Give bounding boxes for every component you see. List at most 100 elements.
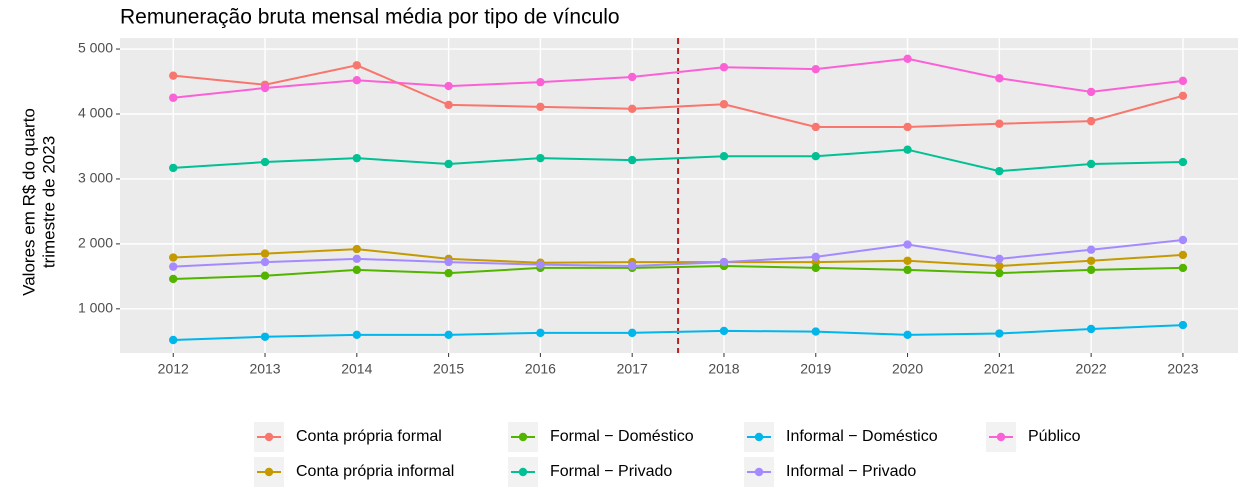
data-point [1086,159,1096,169]
legend-label: Conta própria informal [296,463,454,480]
data-point [811,122,820,132]
legend-point [264,432,274,442]
legend-point [996,432,1006,442]
x-tick-label: 2012 [158,361,189,377]
y-tick-label: 4 000 [78,105,113,121]
data-point [1086,116,1096,126]
data-point [260,257,270,267]
data-point [1178,263,1188,273]
legend-point [518,467,528,477]
x-tick-label: 2019 [800,361,831,377]
data-point [169,93,178,102]
data-point [260,271,270,280]
data-point [995,268,1004,278]
data-point [169,274,178,284]
data-point [169,253,178,262]
x-tick-label: 2016 [525,361,556,377]
x-tick-label: 2014 [341,361,372,377]
data-point [1086,87,1096,97]
data-point [903,330,912,340]
data-point [352,244,362,254]
legend-label: Informal − Doméstico [786,428,938,445]
data-point [1086,256,1096,265]
data-point [536,153,545,163]
data-point [1178,235,1188,245]
data-point [260,332,270,341]
data-point [1086,245,1096,254]
data-point [719,100,729,109]
data-point [903,122,912,132]
legend-label: Formal − Doméstico [550,428,694,445]
data-point [811,327,820,336]
legend-label: Informal − Privado [786,463,916,480]
legend-label: Conta própria formal [296,428,442,445]
series-line [173,57,1184,99]
x-tick-label: 2021 [984,361,1015,377]
data-point [1178,250,1188,260]
series-line [173,148,1183,173]
chart-title: Remuneração bruta mensal média por tipo … [120,6,620,29]
data-point [903,265,912,275]
data-point [903,240,912,249]
data-point [903,54,912,63]
x-tick-label: 2018 [708,361,739,377]
data-point [260,249,270,258]
data-point [719,63,729,72]
series-line [173,264,1183,280]
y-axis-label: Valores em R$ do quarto [19,108,38,296]
series-line [173,238,1184,268]
data-point [995,254,1004,264]
data-point [1178,76,1188,86]
data-point [627,261,637,271]
data-point [627,104,637,113]
data-point [1086,324,1096,334]
data-point [1086,265,1096,275]
data-point [811,152,820,161]
data-point [536,77,545,87]
y-tick-label: 3 000 [78,170,113,186]
x-tick-label: 2015 [433,361,464,377]
data-point [811,64,820,74]
data-point [719,152,729,161]
data-point [260,157,270,167]
series-line [173,64,1184,128]
x-tick-label: 2017 [617,361,648,377]
data-point [536,260,545,269]
data-point [444,268,453,278]
data-point [627,155,637,165]
data-point [811,263,820,273]
data-point [627,72,637,82]
data-point [903,256,912,265]
legend-point [518,432,528,442]
data-point [995,119,1004,128]
data-point [811,252,820,262]
data-point [169,262,178,271]
series-line [173,248,1183,267]
data-point [536,102,545,112]
data-point [444,159,453,169]
data-point [995,166,1004,176]
data-point [352,265,362,275]
data-point [1178,91,1188,101]
data-point [169,71,178,80]
x-tick-label: 2013 [249,361,280,377]
data-point [169,335,178,345]
legend-point [264,467,274,477]
y-tick-label: 2 000 [78,235,113,251]
data-point [995,329,1004,338]
x-tick-label: 2020 [892,361,923,377]
data-point [352,330,362,340]
legend-label: Público [1028,428,1081,445]
data-point [1178,320,1188,330]
data-point [719,257,729,267]
data-point [444,100,453,110]
data-point [352,61,362,70]
data-point [352,153,362,163]
legend-point [754,432,764,442]
y-tick-label: 5 000 [78,40,113,56]
data-point [444,330,453,340]
data-point [627,328,637,338]
legend-point [754,467,764,477]
x-tick-label: 2023 [1167,361,1198,377]
